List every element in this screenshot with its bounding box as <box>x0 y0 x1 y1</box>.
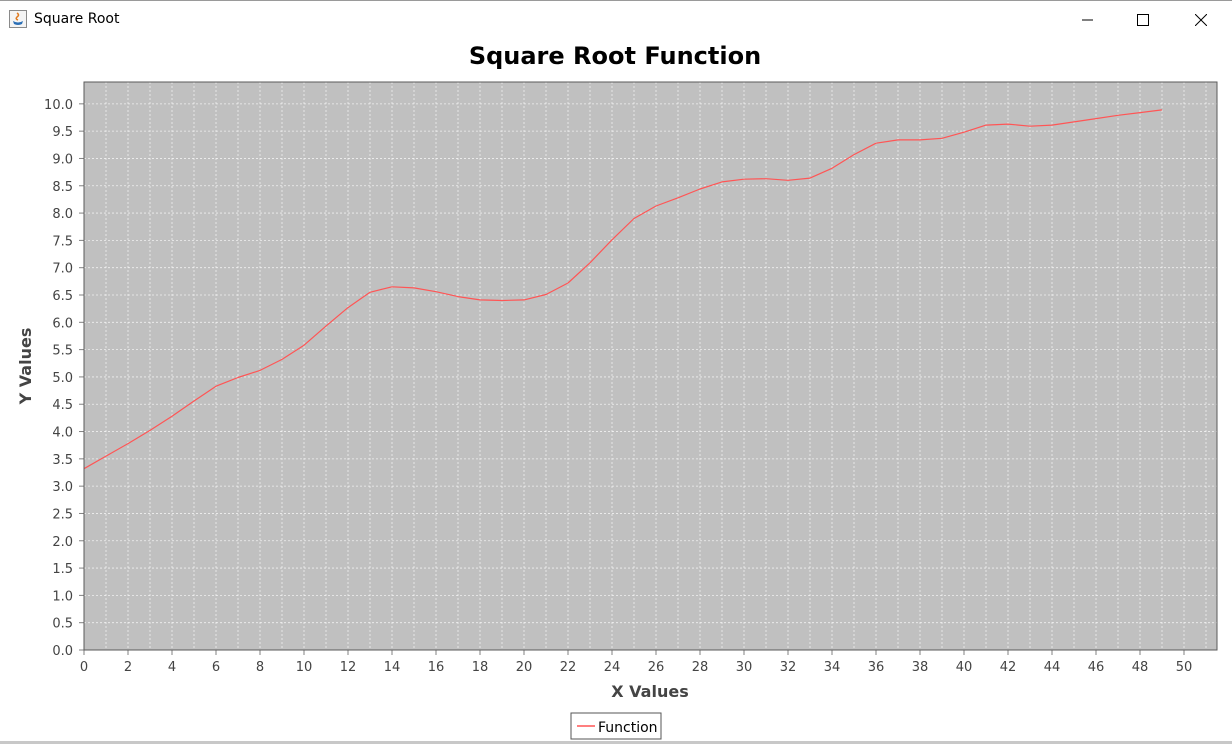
plot-background <box>84 82 1217 650</box>
legend-label: Function <box>598 720 658 736</box>
chart-title: Square Root Function <box>469 42 761 70</box>
x-tick-label: 28 <box>692 660 709 675</box>
x-tick-label: 48 <box>1132 660 1149 675</box>
x-tick-label: 10 <box>296 660 313 675</box>
x-tick-label: 40 <box>956 660 973 675</box>
x-tick-label: 32 <box>780 660 797 675</box>
x-tick-label: 14 <box>384 660 401 675</box>
x-tick-label: 36 <box>868 660 885 675</box>
y-tick-label: 3.5 <box>52 453 73 468</box>
y-tick-label: 4.5 <box>52 398 73 413</box>
window-bottom-edge <box>0 741 1232 744</box>
x-tick-label: 26 <box>648 660 665 675</box>
y-axis-label: Y Values <box>16 328 35 406</box>
plot-border <box>83 81 1218 651</box>
x-tick-label: 12 <box>340 660 357 675</box>
x-axis-label: X Values <box>611 682 688 701</box>
y-tick-label: 7.0 <box>52 262 73 277</box>
y-tick-label: 9.0 <box>52 152 73 167</box>
y-tick-label: 2.0 <box>52 535 73 550</box>
x-tick-label: 30 <box>736 660 753 675</box>
title-bar: Square Root <box>0 0 1232 38</box>
y-tick-label: 7.5 <box>52 234 73 249</box>
x-tick-label: 38 <box>912 660 929 675</box>
x-tick-label: 4 <box>168 660 176 675</box>
y-tick-label: 8.0 <box>52 207 73 222</box>
y-tick-label: 1.5 <box>52 562 73 577</box>
y-tick-label: 0.0 <box>52 644 73 659</box>
x-tick-label: 16 <box>428 660 445 675</box>
maximize-button[interactable] <box>1120 1 1166 39</box>
series-line-function <box>83 109 1163 470</box>
window-title: Square Root <box>34 11 120 27</box>
close-icon <box>1195 14 1207 26</box>
x-tick-label: 6 <box>212 660 220 675</box>
y-tick-label: 10.0 <box>44 98 73 113</box>
minimize-button[interactable] <box>1065 1 1111 39</box>
y-tick-label: 4.0 <box>52 426 73 441</box>
x-tick-label: 20 <box>516 660 533 675</box>
maximize-icon <box>1137 14 1149 26</box>
y-tick-label: 9.5 <box>52 125 73 140</box>
x-tick-label: 0 <box>80 660 88 675</box>
minimize-icon <box>1082 19 1093 21</box>
y-tick-label: 1.0 <box>52 589 73 604</box>
close-button[interactable] <box>1178 1 1224 39</box>
x-tick-label: 46 <box>1088 660 1105 675</box>
x-tick-label: 42 <box>1000 660 1017 675</box>
x-tick-label: 44 <box>1044 660 1061 675</box>
y-tick-label: 5.5 <box>52 344 73 359</box>
x-tick-label: 24 <box>604 660 621 675</box>
x-tick-label: 2 <box>124 660 132 675</box>
java-icon <box>9 10 27 28</box>
y-tick-label: 5.0 <box>52 371 73 386</box>
y-tick-label: 3.0 <box>52 480 73 495</box>
legend: Function <box>570 712 662 740</box>
x-tick-label: 22 <box>560 660 577 675</box>
y-tick-label: 6.0 <box>52 316 73 331</box>
x-tick-label: 8 <box>256 660 264 675</box>
y-tick-label: 8.5 <box>52 180 73 195</box>
x-tick-label: 34 <box>824 660 841 675</box>
y-tick-label: 0.5 <box>52 617 73 632</box>
x-tick-label: 18 <box>472 660 489 675</box>
x-tick-label: 50 <box>1176 660 1193 675</box>
y-tick-label: 6.5 <box>52 289 73 304</box>
line-chart: Square Root Function 0 2 4 6 8 10 12 14 16 18 20 22… <box>16 42 1218 740</box>
y-tick-label: 2.5 <box>52 507 73 522</box>
